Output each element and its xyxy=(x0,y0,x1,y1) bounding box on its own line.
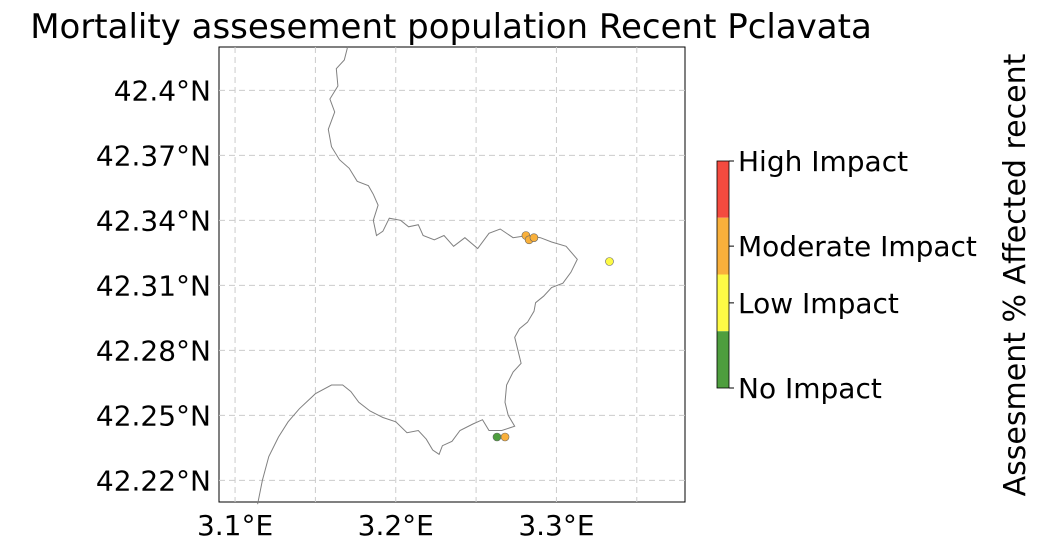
colorbar: High Impact Moderate Impact Low Impact No I… xyxy=(716,53,1033,496)
lon-tick-label: 3.1°E xyxy=(197,509,273,542)
coastline xyxy=(257,46,578,505)
lat-tick-label: 42.22°N xyxy=(96,464,211,497)
lon-tick-label: 3.2°E xyxy=(358,509,434,542)
latitude-tick-labels: 42.22°N 42.25°N 42.28°N 42.31°N 42.34°N 42.37… xyxy=(96,74,211,497)
longitude-tick-labels: 3.1°E 3.2°E 3.3°E xyxy=(197,509,595,542)
colorbar-block xyxy=(717,161,729,218)
map-panel: 3.1°E 3.2°E 3.3°E 42.22°N42.25°N42.28°N42.… xyxy=(96,46,686,542)
colorbar-tick-label: High Impact xyxy=(738,145,908,178)
colorbar-tick-label: No Impact xyxy=(738,372,882,405)
colorbar-blocks xyxy=(717,160,734,389)
map-title: Mortality assesement population Recent P… xyxy=(30,7,872,47)
lat-tick-label: 42.34°N xyxy=(96,204,211,237)
lat-tick-label: 42.31°N xyxy=(96,269,211,302)
colorbar-block xyxy=(717,217,729,275)
lat-tick-label: 42.4°N xyxy=(114,74,211,107)
site-marker xyxy=(605,257,614,266)
colorbar-labels: High Impact Moderate Impact Low Impact No I… xyxy=(738,145,977,405)
colorbar-tick-label: Moderate Impact xyxy=(738,230,977,263)
colorbar-tick-label: Low Impact xyxy=(738,287,899,320)
lat-tick-label: 42.25°N xyxy=(96,399,211,432)
gridlines xyxy=(219,47,685,502)
map-frame xyxy=(218,46,686,503)
colorbar-title: Assesment % Affected recent xyxy=(998,53,1033,496)
colorbar-frame xyxy=(716,160,730,389)
lat-tick-label: 42.28°N xyxy=(96,334,211,367)
lat-tick-label: 42.37°N xyxy=(96,139,211,172)
sample-sites xyxy=(492,231,614,442)
colorbar-block xyxy=(717,274,729,332)
colorbar-block xyxy=(717,331,729,388)
site-marker xyxy=(529,233,539,242)
site-marker xyxy=(492,432,502,442)
site-marker xyxy=(500,432,510,442)
lon-tick-label: 3.3°E xyxy=(518,509,594,542)
